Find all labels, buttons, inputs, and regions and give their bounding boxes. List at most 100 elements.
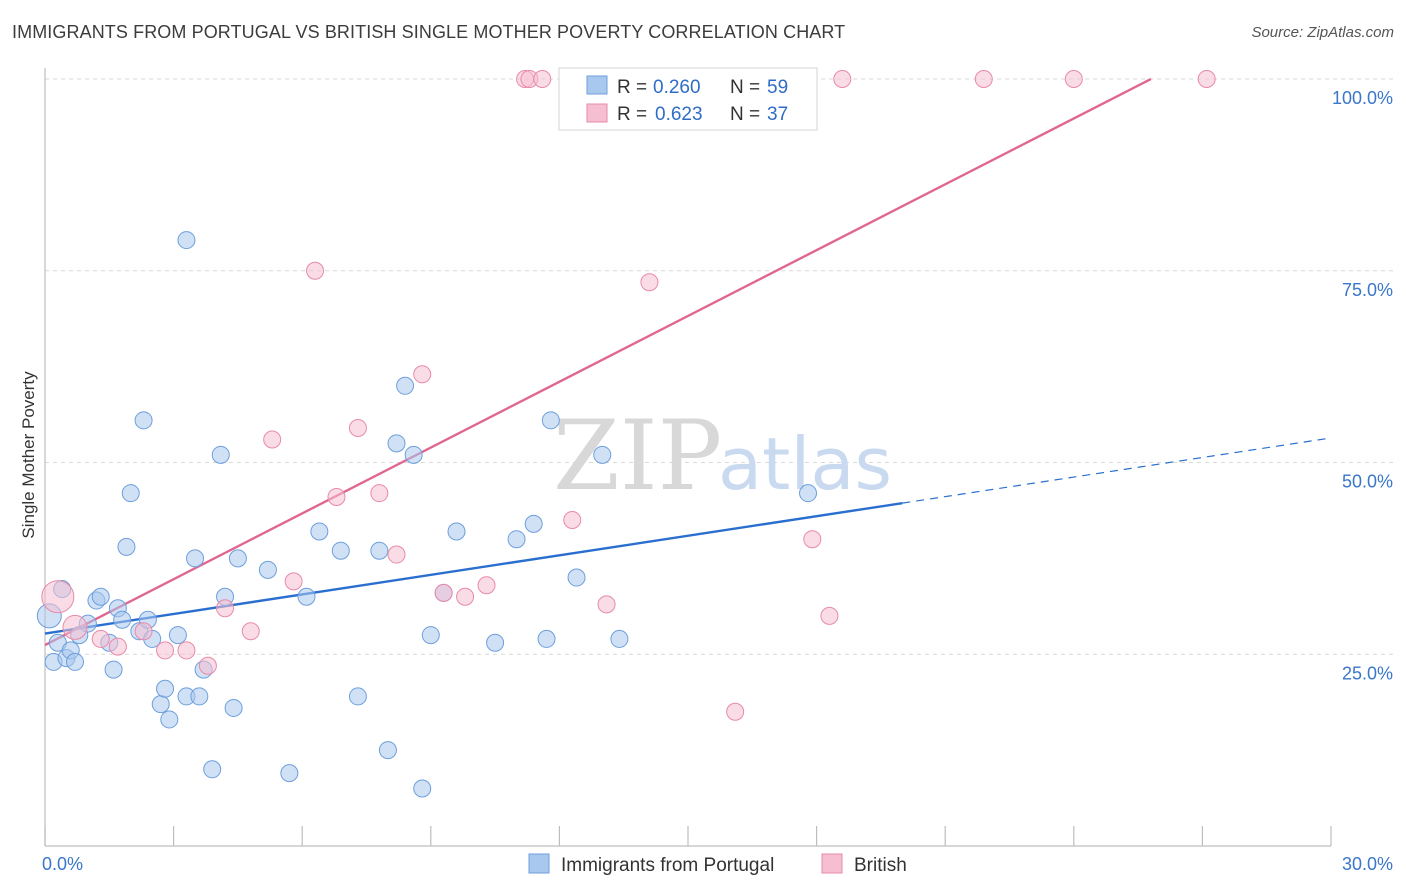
point-portugal-49 xyxy=(447,522,466,541)
point-portugal-23 xyxy=(160,710,179,729)
y-tick-label-2: 75.0% xyxy=(1342,280,1393,300)
point-british-10 xyxy=(263,430,282,449)
stats-legend-pink-r-label: R = xyxy=(617,104,647,125)
y-tick-label-1: 50.0% xyxy=(1342,472,1393,492)
point-portugal-41 xyxy=(370,541,389,560)
y-tick-labels: 25.0% 50.0% 75.0% 100.0% xyxy=(1332,88,1393,683)
stats-legend-pink-n-value: 37 xyxy=(767,104,788,125)
stats-legend-blue-r-label: R = xyxy=(617,77,647,98)
point-british-26 xyxy=(597,595,616,614)
stats-legend-pink-n-label: N = xyxy=(730,104,760,125)
point-portugal-6 xyxy=(66,652,85,671)
point-british-32 xyxy=(820,606,839,625)
point-portugal-24 xyxy=(168,626,187,645)
point-portugal-44 xyxy=(396,376,415,395)
point-portugal-57 xyxy=(610,629,629,648)
bottom-legend-blue-label: Immigrants from Portugal xyxy=(561,855,774,876)
point-portugal-36 xyxy=(280,764,299,783)
bottom-legend: Immigrants from Portugal British xyxy=(528,853,907,876)
point-british-24 xyxy=(563,511,582,530)
y-axis-label: Single Mother Poverty xyxy=(19,371,38,539)
point-portugal-54 xyxy=(541,411,560,430)
point-portugal-40 xyxy=(348,687,367,706)
stats-legend-blue-n-label: N = xyxy=(730,77,760,98)
point-british-8 xyxy=(216,599,235,618)
point-portugal-10 xyxy=(91,587,110,606)
point-portugal-51 xyxy=(507,530,526,549)
bottom-legend-blue-swatch xyxy=(528,853,550,874)
axes xyxy=(44,68,1332,847)
point-british-20 xyxy=(477,576,496,595)
point-portugal-34 xyxy=(228,549,247,568)
stats-legend: R = 0.260 N = 59 R = 0.623 N = 37 xyxy=(558,67,818,131)
x-tick-labels: 0.0% 30.0% xyxy=(42,854,1393,874)
stats-legend-blue-swatch xyxy=(586,75,608,95)
point-portugal-25 xyxy=(177,231,196,250)
trend-line-immigrants-from-portugal xyxy=(44,501,903,635)
point-british-34 xyxy=(974,70,993,88)
point-british-30 xyxy=(726,702,745,721)
point-british-15 xyxy=(370,484,389,503)
x-tick-label-1: 30.0% xyxy=(1342,854,1393,874)
point-british-16 xyxy=(387,545,406,564)
point-british-33 xyxy=(833,70,852,88)
point-portugal-55 xyxy=(567,568,586,587)
bottom-legend-pink-swatch xyxy=(821,853,843,874)
point-portugal-38 xyxy=(310,522,329,541)
point-british-28 xyxy=(640,273,659,292)
y-tick-label-3: 100.0% xyxy=(1332,88,1393,108)
y-tick-label-0: 25.0% xyxy=(1342,663,1393,683)
point-portugal-27 xyxy=(186,549,205,568)
point-british-35 xyxy=(1064,70,1083,88)
x-tick-label-0: 0.0% xyxy=(42,854,83,874)
series-immigrants-from-portugal xyxy=(36,231,818,798)
stats-legend-pink-swatch xyxy=(586,103,608,123)
point-portugal-46 xyxy=(413,779,432,798)
point-british-14 xyxy=(348,418,367,437)
point-portugal-31 xyxy=(211,445,230,464)
point-portugal-56 xyxy=(593,445,612,464)
trend-line-immigrants-from-portugal-extension xyxy=(902,437,1332,504)
point-portugal-58 xyxy=(799,484,818,503)
point-portugal-28 xyxy=(190,687,209,706)
point-british-12 xyxy=(306,261,325,280)
point-portugal-53 xyxy=(537,629,556,648)
source-label: Source: ZipAtlas.com xyxy=(1251,24,1394,41)
point-british-0 xyxy=(41,580,75,614)
point-portugal-47 xyxy=(421,626,440,645)
chart-title: IMMIGRANTS FROM PORTUGAL VS BRITISH SING… xyxy=(12,22,846,42)
point-portugal-35 xyxy=(258,560,277,579)
point-british-2 xyxy=(91,629,110,648)
point-portugal-45 xyxy=(404,445,423,464)
point-portugal-43 xyxy=(387,434,406,453)
point-portugal-30 xyxy=(203,760,222,779)
point-british-36 xyxy=(1197,70,1216,88)
point-british-17 xyxy=(413,365,432,384)
point-british-6 xyxy=(177,641,196,660)
point-portugal-37 xyxy=(297,587,316,606)
point-british-7 xyxy=(198,656,217,675)
point-british-11 xyxy=(284,572,303,591)
point-british-18 xyxy=(434,583,453,602)
trend-lines xyxy=(44,77,1332,647)
point-portugal-52 xyxy=(524,514,543,533)
stats-legend-pink-r-value: 0.623 xyxy=(655,104,703,125)
point-portugal-22 xyxy=(156,679,175,698)
point-british-13 xyxy=(327,488,346,507)
point-portugal-39 xyxy=(331,541,350,560)
point-portugal-16 xyxy=(121,484,140,503)
watermark-zip: ZIP xyxy=(553,400,722,512)
grid-lines xyxy=(45,78,1394,655)
point-portugal-15 xyxy=(117,537,136,556)
point-portugal-42 xyxy=(378,741,397,760)
point-portugal-18 xyxy=(134,411,153,430)
point-portugal-33 xyxy=(224,698,243,717)
bottom-legend-pink-label: British xyxy=(854,855,907,876)
point-british-23 xyxy=(533,70,552,88)
point-british-9 xyxy=(241,622,260,641)
stats-legend-blue-r-value: 0.260 xyxy=(653,77,701,98)
trend-line-british xyxy=(44,77,1152,647)
point-portugal-14 xyxy=(113,610,132,629)
point-british-5 xyxy=(156,641,175,660)
